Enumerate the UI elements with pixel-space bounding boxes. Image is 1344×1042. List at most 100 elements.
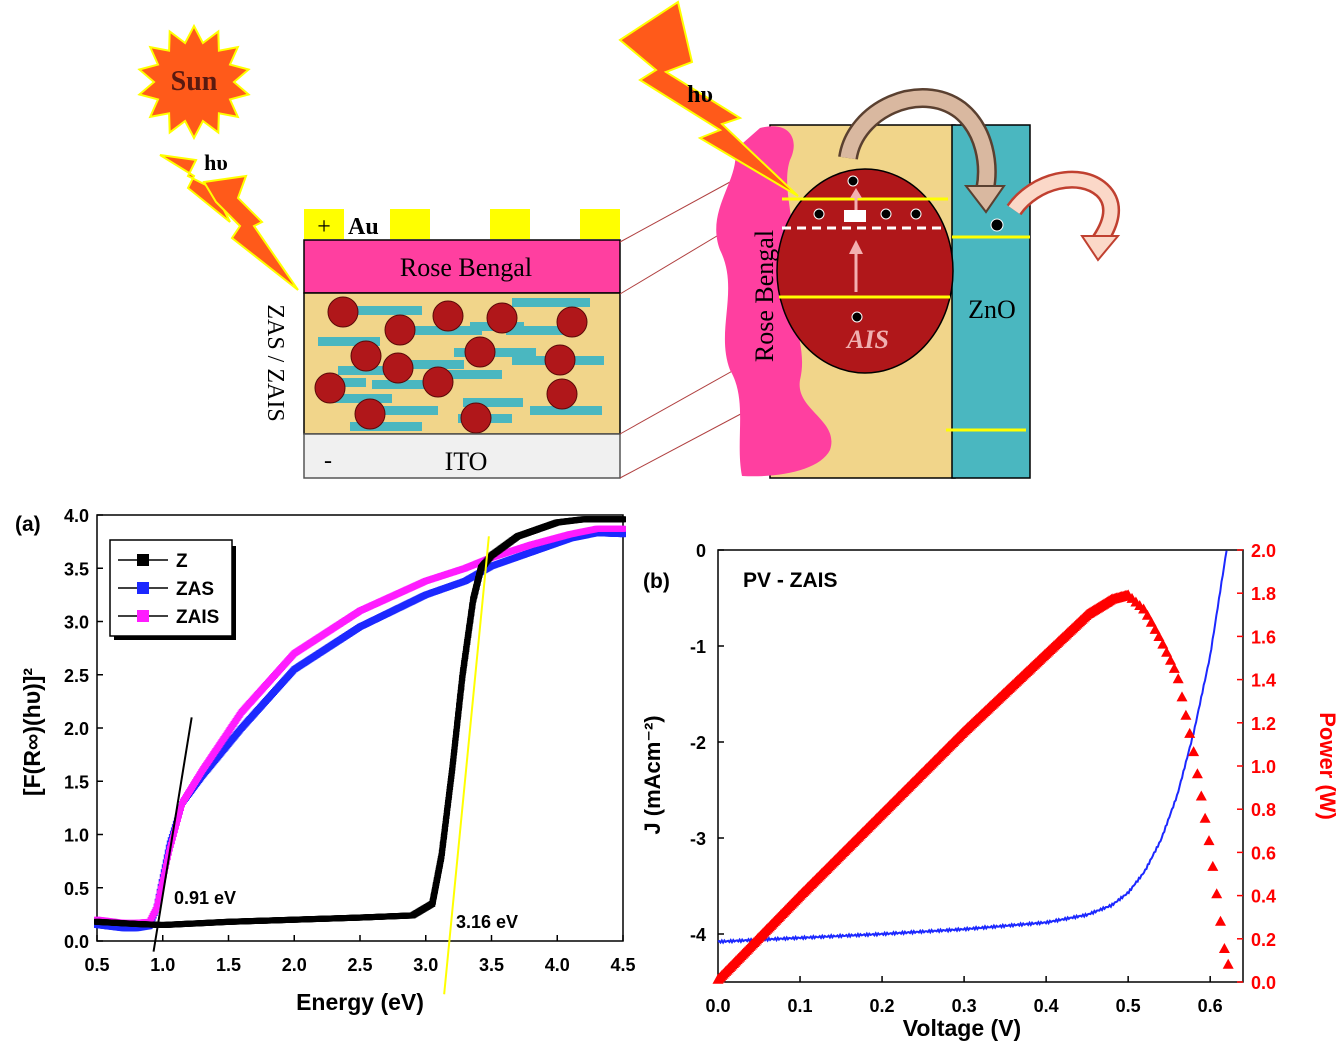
y-tick-label: 0.5: [64, 879, 89, 899]
nanorod: [330, 394, 392, 403]
data-point: [152, 907, 159, 913]
power-point: [1222, 958, 1234, 969]
nanoparticle: [464, 336, 496, 368]
x-tick-label: 0.1: [788, 996, 813, 1016]
x-tick-label: 3.5: [479, 955, 504, 975]
au-contact: [580, 209, 620, 239]
tangent-line: [152, 717, 193, 952]
power-point: [1168, 662, 1180, 673]
legend-marker-zais: [137, 610, 149, 622]
y2-tick-label: 0.6: [1251, 843, 1276, 863]
y-axis-title-a: [F(R∞)(hυ)]²: [19, 668, 45, 796]
y2-tick-label: 0.4: [1251, 887, 1276, 907]
data-point: [174, 816, 181, 823]
injection-arrowhead: [1080, 235, 1121, 262]
nanoparticle: [350, 340, 382, 372]
y-tick-label: -2: [690, 733, 706, 753]
power-point: [1145, 616, 1157, 627]
y2-tick-label: 2.0: [1251, 541, 1276, 561]
au-label: Au: [348, 214, 379, 240]
nanorod: [352, 306, 422, 315]
data-point: [178, 805, 184, 812]
legend-label-z: Z: [176, 551, 188, 572]
legend-a: Z ZAS ZAIS: [109, 539, 236, 640]
data-point: [620, 531, 626, 538]
tangent-line: [443, 536, 490, 995]
panel-label-a: (a): [15, 513, 41, 536]
rose-bengal-label: Rose Bengal: [400, 253, 532, 282]
chart-title-b: PV - ZAIS: [743, 569, 838, 592]
data-point: [153, 903, 160, 910]
legend-label-zais: ZAIS: [176, 607, 219, 628]
nanoparticle: [556, 306, 588, 338]
nanorod: [430, 370, 502, 379]
axis-ticks-b: 0.0 0.1 0.2 0.3 0.4 0.5 0.6 0 -1 -2 -3 -4 0.0 0.2 0.4 0…: [690, 541, 1276, 1016]
x-tick-label: 4.0: [545, 955, 570, 975]
active-layer-contents: [314, 296, 604, 434]
electron-icon: [880, 208, 892, 220]
nanoparticle: [354, 398, 386, 430]
photon-label: hυ: [687, 82, 713, 108]
power-point: [1172, 673, 1184, 684]
hole-icon: [844, 210, 866, 222]
power-point: [1157, 638, 1169, 649]
data-point: [158, 881, 165, 888]
x-tick-label: 0.5: [84, 955, 109, 975]
y-tick-label: -3: [690, 829, 706, 849]
legend-marker-z: [137, 554, 149, 566]
au-contact: [390, 209, 430, 239]
y-tick-label: 3.0: [64, 613, 89, 633]
nanoparticle: [314, 372, 346, 404]
y-tick-label: 3.5: [64, 559, 89, 579]
nanorod: [380, 406, 438, 415]
data-point: [172, 823, 179, 830]
electron-icon: [813, 208, 825, 220]
y-tick-label: 0: [696, 541, 706, 561]
power-series: [712, 589, 1234, 984]
data-point: [175, 812, 182, 819]
y-tick-label: -4: [690, 925, 706, 945]
y-tick-label: 1.0: [64, 826, 89, 846]
ais-label: AIS: [845, 325, 889, 354]
nanoparticle: [327, 296, 359, 328]
power-point: [1195, 790, 1207, 801]
power-point: [1165, 654, 1176, 665]
power-point: [1141, 609, 1153, 620]
zoom-connector: [619, 359, 753, 435]
power-point: [1138, 603, 1150, 614]
plot-frame-b: [717, 549, 1244, 983]
nanorod: [410, 360, 464, 369]
y-tick-label: 2.0: [64, 719, 89, 739]
y-axis-title-b: J (mAcm⁻²): [640, 715, 665, 834]
power-point: [1203, 835, 1215, 846]
x-tick-label: 3.0: [413, 955, 438, 975]
nanoparticle: [486, 302, 518, 334]
power-point: [1215, 915, 1226, 926]
zoom-connector: [619, 407, 753, 479]
power-point: [1191, 768, 1203, 779]
lightning-icon: [202, 174, 299, 291]
data-point: [171, 827, 178, 834]
power-point: [1199, 812, 1211, 823]
data-point: [173, 819, 180, 826]
data-point: [161, 867, 168, 874]
nanoparticle: [460, 402, 492, 434]
ito-label: ITO: [445, 447, 488, 476]
nanoparticle: [384, 314, 416, 346]
x-tick-label: 1.5: [216, 955, 241, 975]
y2-tick-label: 1.8: [1251, 584, 1276, 604]
minus-sign: -: [324, 448, 332, 474]
x-axis-title-b: Voltage (V): [903, 1015, 1021, 1041]
x-tick-label: 0.0: [705, 996, 730, 1016]
power-point: [1153, 631, 1165, 641]
nanorod: [463, 398, 523, 407]
electron-icon: [851, 311, 863, 323]
lightning-icon: [618, 0, 799, 197]
nanoparticle: [422, 366, 454, 398]
sun-icon: [137, 23, 251, 141]
x-tick-label: 1.0: [150, 955, 175, 975]
series-group-b: [712, 550, 1234, 984]
electron-icon: [847, 175, 859, 187]
